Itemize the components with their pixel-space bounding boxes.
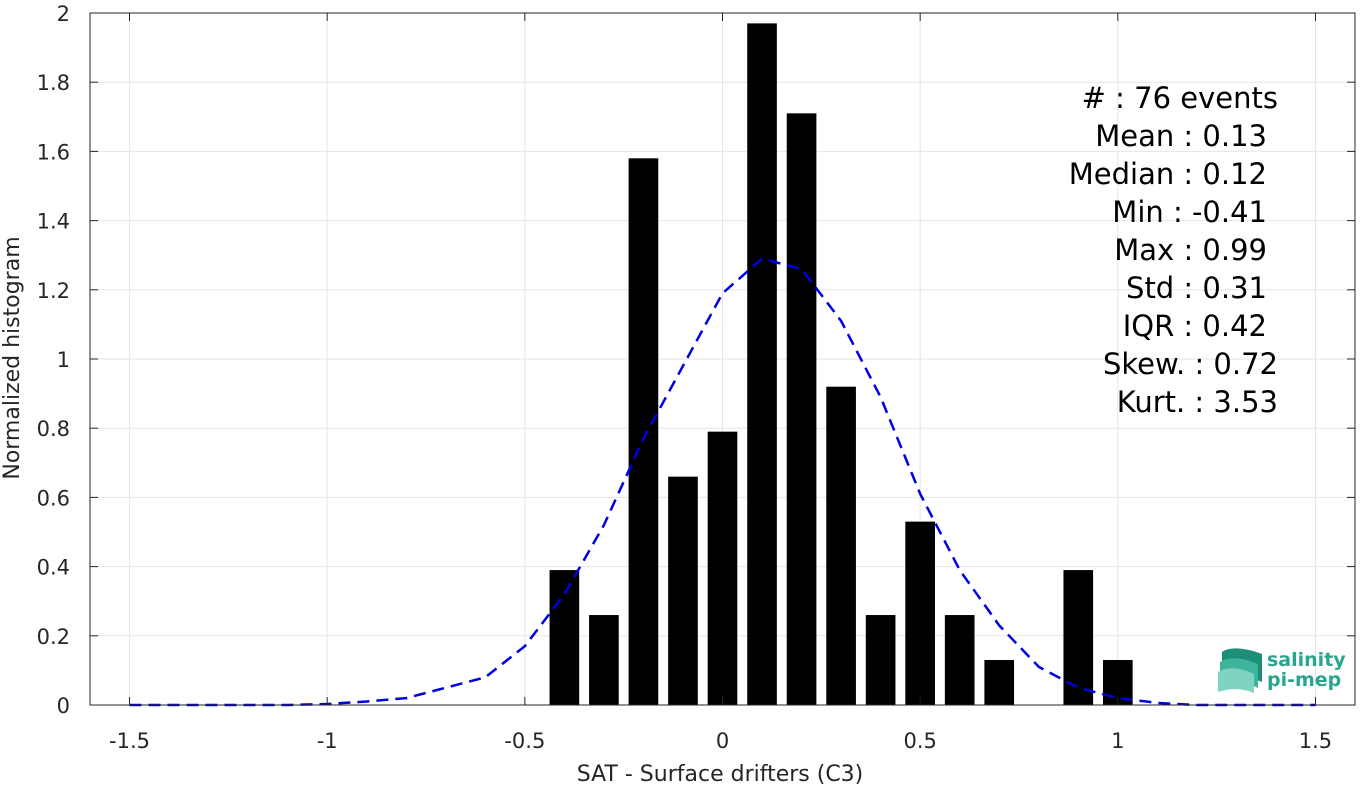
histogram-bar (628, 158, 659, 705)
histogram-bar (747, 23, 777, 705)
stat-std: Std : 0.31 (1126, 271, 1267, 305)
stat-min: Min : -0.41 (1112, 195, 1267, 229)
y-axis-label: Normalized histogram (0, 236, 25, 479)
x-tick-label: 1.5 (1299, 729, 1332, 753)
histogram-bar (668, 476, 698, 705)
y-tick-label: 1.6 (37, 140, 70, 164)
y-tick-label: 0.2 (37, 625, 70, 649)
y-tick-label: 1 (57, 348, 70, 372)
histogram-bars (549, 23, 1133, 706)
y-tick-label: 1.8 (37, 71, 70, 95)
histogram-bar (826, 386, 856, 705)
logo-text-pi-mep: pi-mep (1267, 669, 1341, 691)
stat-max: Max : 0.99 (1114, 233, 1267, 267)
histogram-bar (905, 521, 935, 705)
stat-kurt: Kurt. : 3.53 (1117, 385, 1278, 419)
y-tick-label: 1.2 (37, 279, 70, 303)
stat-mean: Mean : 0.13 (1095, 119, 1267, 153)
salinity-pi-mep-logo: salinity pi-mep (1218, 648, 1346, 693)
histogram-bar (944, 615, 975, 705)
x-tick-label: 0 (716, 729, 729, 753)
histogram-bar (549, 570, 580, 705)
statistics-box: # : 76 events Mean : 0.13 Median : 0.12 … (1069, 81, 1278, 419)
histogram-bar (865, 615, 896, 705)
stat-iqr: IQR : 0.42 (1123, 309, 1267, 343)
histogram-bar (1063, 570, 1094, 705)
stat-skew: Skew. : 0.72 (1103, 347, 1278, 381)
y-axis-ticks: 0 0.2 0.4 0.6 0.8 1 1.2 1.4 1.6 1.8 2 (37, 2, 1355, 718)
y-tick-label: 0.6 (37, 486, 70, 510)
wave-logo-icon (1218, 648, 1262, 693)
y-tick-label: 2 (57, 2, 70, 26)
x-axis-ticks: -1.5 -1 -0.5 0 0.5 1 1.5 (109, 13, 1332, 753)
histogram-bar (786, 113, 817, 706)
y-tick-label: 0.4 (37, 556, 70, 580)
x-tick-label: -0.5 (504, 729, 545, 753)
logo-text-salinity: salinity (1267, 649, 1346, 671)
x-tick-label: 1 (1111, 729, 1124, 753)
x-tick-label: 0.5 (903, 729, 936, 753)
histogram-bar (707, 431, 738, 705)
stat-median: Median : 0.12 (1069, 157, 1267, 191)
histogram-bar (984, 660, 1015, 705)
x-tick-label: -1 (317, 729, 338, 753)
histogram-bar (589, 615, 619, 705)
stat-events: # : 76 events (1082, 81, 1278, 115)
y-tick-label: 1.4 (37, 210, 70, 234)
y-tick-label: 0 (57, 694, 70, 718)
y-tick-label: 0.8 (37, 417, 70, 441)
x-axis-label: SAT - Surface drifters (C3) (577, 762, 864, 785)
x-tick-label: -1.5 (109, 729, 150, 753)
